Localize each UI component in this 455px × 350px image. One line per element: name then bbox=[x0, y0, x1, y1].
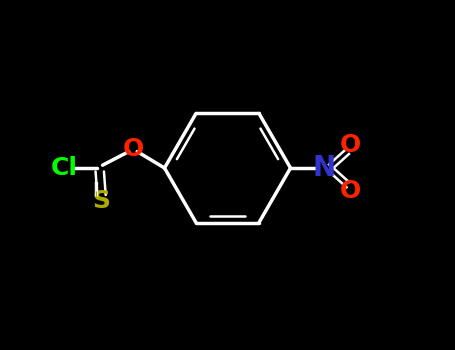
Text: Cl: Cl bbox=[51, 156, 78, 180]
Text: ‖: ‖ bbox=[92, 182, 99, 196]
Text: N: N bbox=[312, 154, 335, 182]
Text: O: O bbox=[339, 179, 361, 203]
Text: S: S bbox=[92, 189, 111, 213]
Text: O: O bbox=[339, 133, 361, 157]
Text: O: O bbox=[122, 137, 144, 161]
